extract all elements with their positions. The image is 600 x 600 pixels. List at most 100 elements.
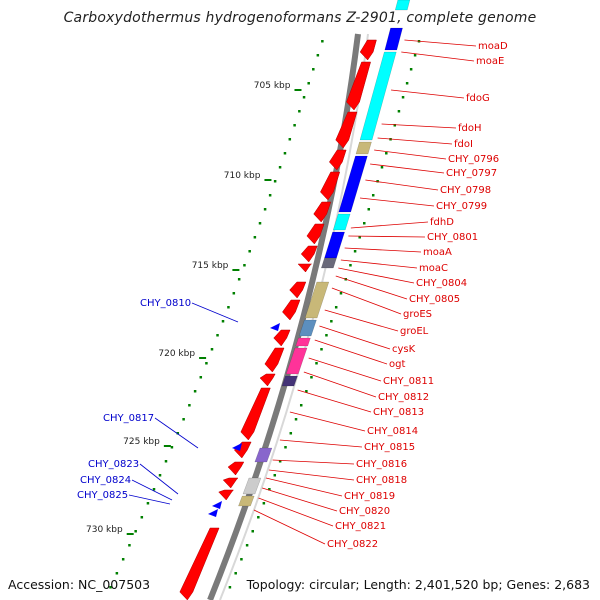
leader-line (359, 197, 435, 207)
gene-label: CHY_0796 (448, 154, 499, 165)
scale-tick-dot (312, 68, 315, 71)
leader-line (377, 137, 453, 145)
leader-line-reverse (191, 302, 239, 323)
scale-tick-dot (134, 530, 137, 533)
feature-block (359, 51, 397, 141)
inner-tick-dot (320, 348, 323, 351)
leader-line (308, 357, 382, 382)
leader-line (391, 89, 465, 99)
scale-label: 710 kbp (224, 171, 261, 181)
scale-tick-dot (115, 572, 119, 575)
gene-label: moaA (423, 247, 452, 258)
inner-tick-dot (358, 236, 361, 239)
scale-tick-dot (205, 362, 208, 365)
leader-line-reverse (131, 479, 173, 501)
leader-line-reverse (139, 463, 179, 495)
scale-tick-dot (193, 390, 197, 393)
scale-major-tick (163, 445, 171, 447)
gene-label: fdoH (458, 123, 482, 134)
leader-line (268, 469, 355, 481)
scale-tick-dot (278, 166, 282, 169)
scale-tick-dot (232, 292, 236, 295)
inner-tick-dot (401, 96, 405, 99)
scale-tick-dot (307, 82, 310, 85)
inner-tick-dot (299, 404, 303, 407)
scale-tick-dot (210, 348, 214, 351)
leader-line (331, 287, 402, 315)
scale-tick-dot (121, 558, 125, 561)
inner-tick-dot (363, 222, 366, 225)
feature-block (304, 281, 330, 319)
feature-block (281, 375, 298, 387)
gene-label: moaD (478, 41, 508, 52)
map-title: Carboxydothermus hydrogenoformans Z-2901… (63, 10, 537, 26)
feature-block (254, 447, 273, 463)
leader-line (303, 371, 377, 398)
scale-tick-dot (253, 236, 257, 239)
forward-gene-arrow (346, 61, 371, 111)
gene-label: CHY_0816 (356, 459, 407, 470)
gene-label: CHY_0799 (436, 201, 487, 212)
gene-label-reverse: CHY_0810 (140, 298, 191, 309)
gene-label: fdoG (466, 93, 490, 104)
leader-line (348, 235, 426, 238)
inner-tick-dot (240, 558, 243, 561)
scale-major-tick (294, 89, 302, 91)
leader-line (340, 259, 418, 269)
scale-tick-dot (176, 432, 180, 435)
gene-label: CHY_0805 (409, 294, 460, 305)
accession-text: Accession: NC_007503 (8, 577, 151, 592)
leader-line (365, 179, 439, 191)
gene-label: CHY_0815 (364, 442, 415, 453)
inner-tick-dot (245, 544, 249, 547)
leader-line (350, 221, 429, 229)
scale-tick-dot (152, 488, 156, 491)
scale-tick-dot (237, 278, 241, 281)
leader-line (258, 497, 334, 527)
forward-gene-arrow (273, 329, 291, 347)
reverse-gene-arrow (208, 509, 218, 517)
scale-tick-dot (146, 502, 150, 505)
feature-block (285, 347, 308, 375)
scale-tick-dot (263, 208, 267, 211)
scale-tick-dot (293, 124, 296, 127)
scale-major-tick (199, 357, 207, 359)
genome-backbone (207, 33, 361, 600)
scale-tick-dot (199, 376, 203, 379)
scale-tick-dot (164, 460, 168, 463)
gene-label: moaE (476, 56, 504, 67)
inner-tick-dot (325, 334, 328, 337)
gene-label: CHY_0813 (373, 407, 424, 418)
inner-tick-dot (413, 54, 417, 57)
inner-tick-dot (228, 586, 232, 589)
scale-tick-dot (140, 516, 144, 519)
scale-tick-dot (109, 586, 112, 589)
gene-label: moaC (419, 263, 448, 274)
gene-label: CHY_0798 (440, 185, 491, 196)
inner-tick-dot (284, 446, 287, 449)
forward-gene-arrow (240, 387, 271, 441)
scale-tick-dot (128, 544, 131, 547)
scale-label: 730 kbp (86, 525, 123, 535)
scale-major-tick (264, 179, 272, 181)
inner-tick-dot (268, 488, 271, 491)
forward-gene-arrow (289, 281, 307, 299)
gene-label-reverse: CHY_0824 (80, 475, 131, 486)
scale-tick-dot (243, 264, 246, 267)
reverse-gene-arrow (232, 443, 242, 451)
scale-major-tick (232, 269, 240, 271)
inner-tick-dot (234, 572, 237, 575)
inner-tick-dot (405, 82, 409, 85)
leader-line (297, 389, 372, 413)
inner-tick-dot (305, 390, 308, 393)
gene-label: CHY_0821 (335, 521, 386, 532)
scale-tick-dot (302, 96, 306, 99)
feature-block (338, 155, 368, 213)
leader-line (335, 275, 408, 300)
scale-tick-dot (170, 446, 174, 449)
gene-label-reverse: CHY_0817 (103, 413, 154, 424)
gene-label: groES (403, 309, 432, 320)
leader-line-reverse (154, 417, 199, 449)
gene-label: fdoI (454, 139, 473, 150)
